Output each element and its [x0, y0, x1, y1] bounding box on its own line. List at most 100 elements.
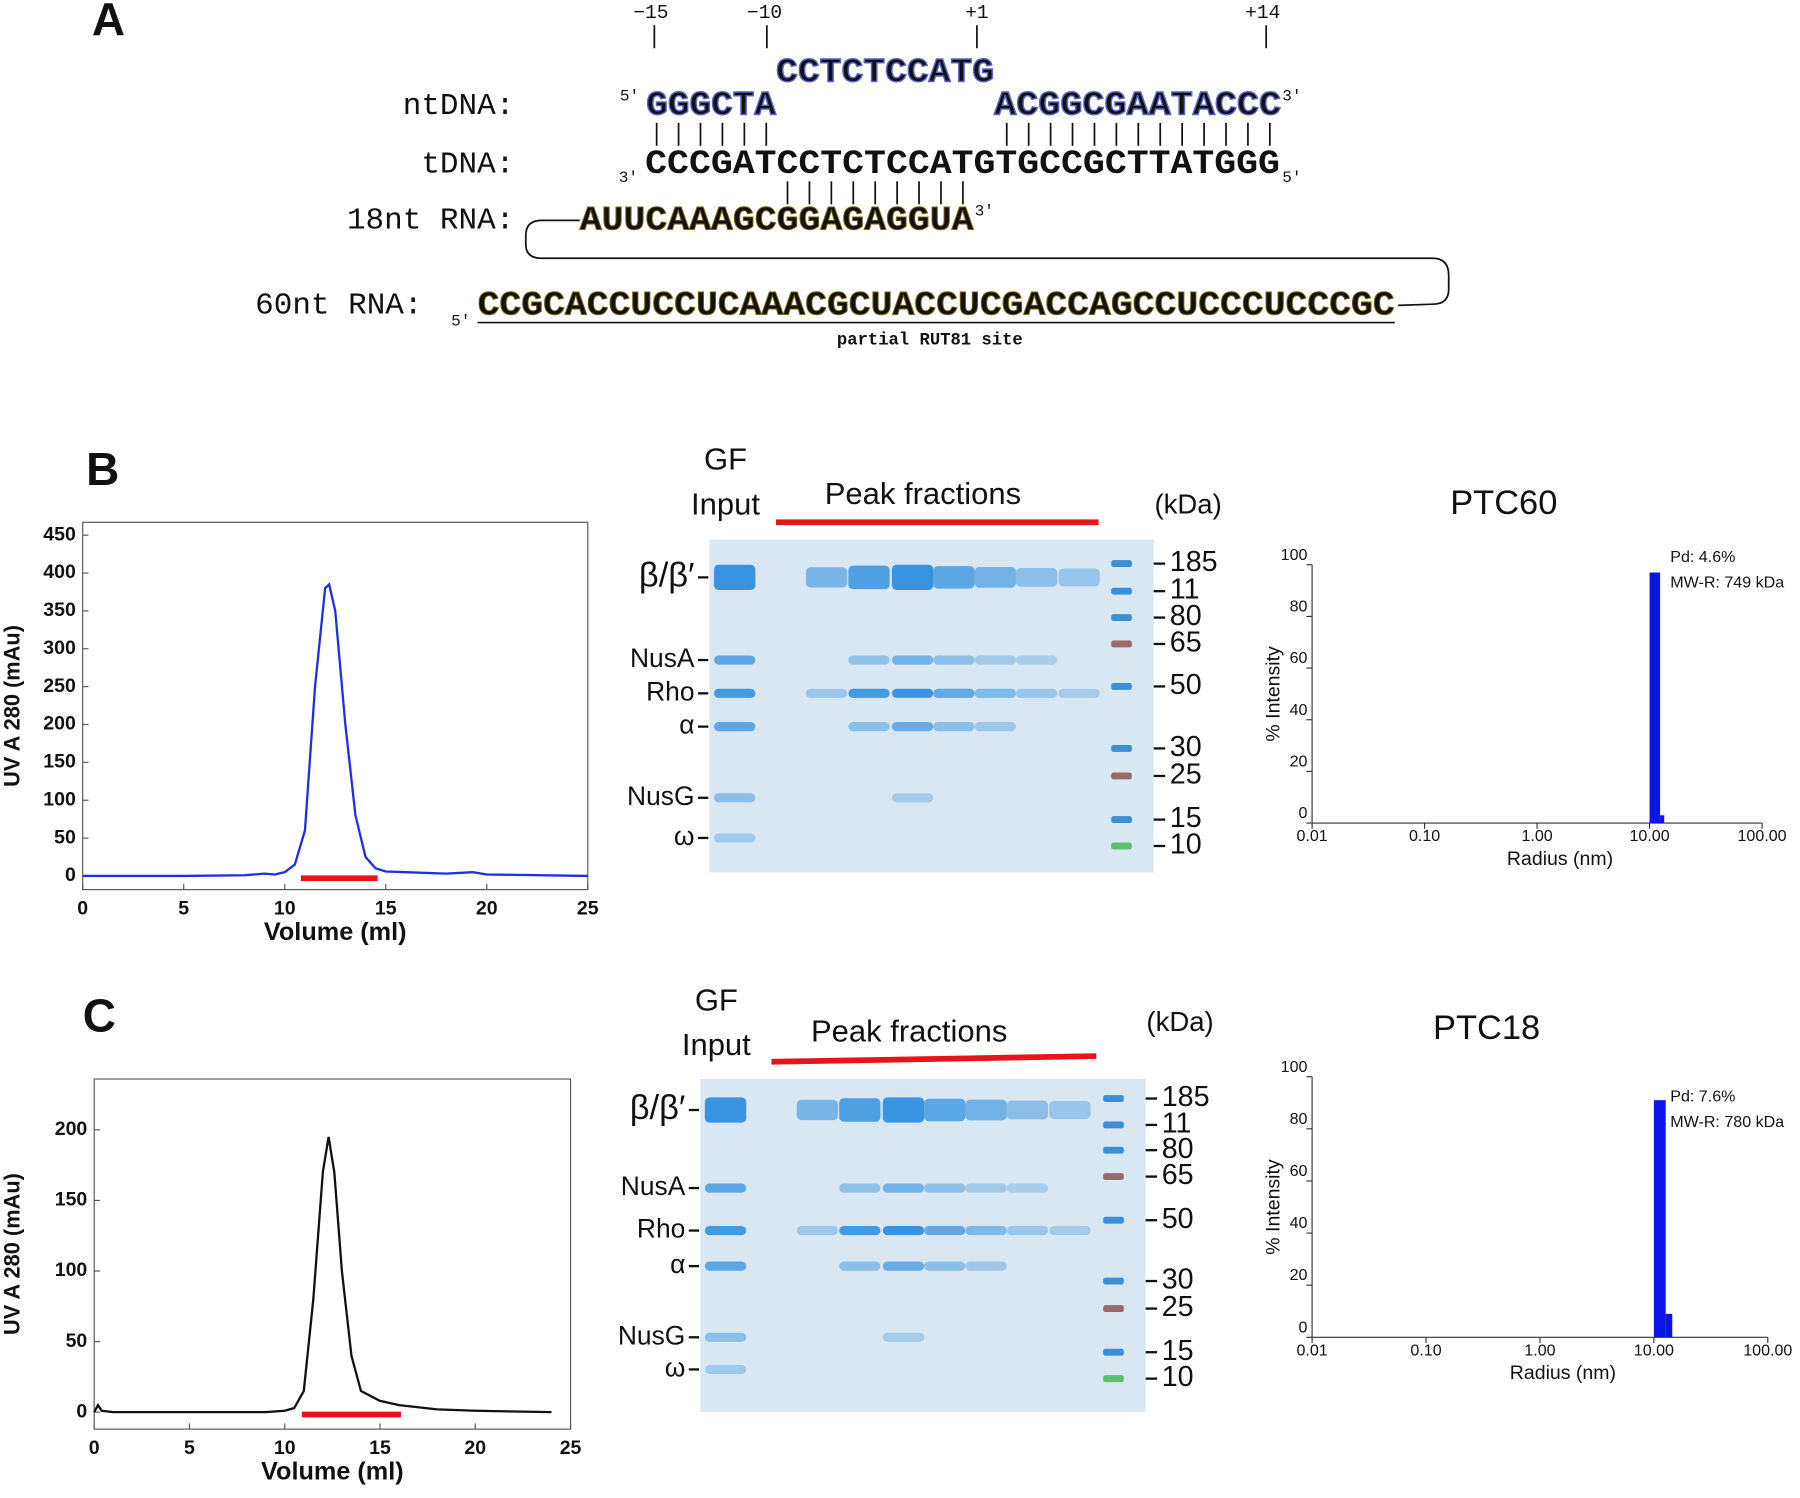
gel-band [704, 1183, 747, 1193]
marker-label: 15 [1170, 802, 1202, 834]
gel-band [891, 793, 934, 803]
prime-label: 3′ [975, 202, 994, 220]
bar [1665, 1313, 1673, 1338]
panel-label: B [86, 443, 119, 495]
gel-band [891, 655, 934, 665]
y-tick-label: 40 [1290, 701, 1308, 719]
y-tick-label: 0 [1299, 804, 1308, 822]
unit-label: (kDa) [1154, 489, 1221, 520]
annotation: MW-R: 749 kDa [1670, 573, 1784, 591]
position-label: +1 [965, 2, 988, 24]
annotation: MW-R: 780 kDa [1670, 1113, 1784, 1131]
y-tick-label: 50 [54, 826, 76, 848]
y-tick-label: 0 [65, 864, 76, 886]
x-tick-label: 10.00 [1629, 827, 1669, 845]
gel-band [1006, 1225, 1049, 1236]
gel-band [882, 1261, 925, 1271]
annotation: Pd: 4.6% [1670, 548, 1735, 566]
protein-label: Rho [637, 1214, 685, 1244]
marker-label: 80 [1170, 600, 1202, 632]
gel-band [891, 564, 934, 591]
gel-band [924, 1183, 966, 1193]
gel-band [714, 833, 756, 843]
gel-band [924, 1225, 966, 1236]
nt-seq: GGGCTA [646, 87, 776, 126]
x-tick-label: 5 [178, 897, 189, 919]
nt-seq: ACGGCGAATACCC [994, 87, 1281, 126]
gel-band [1058, 568, 1100, 587]
gel-band [704, 1332, 747, 1342]
y-tick-label: 400 [43, 561, 76, 583]
gel-band [714, 564, 756, 591]
gel-band [1015, 688, 1058, 698]
y-tick-label: 200 [55, 1118, 88, 1140]
x-tick-label: 15 [369, 1437, 391, 1459]
trace [82, 582, 588, 878]
y-tick-label: 0 [76, 1400, 87, 1422]
unit-label: (kDa) [1146, 1006, 1213, 1037]
marker-band [1103, 1305, 1124, 1313]
gel-band [839, 1261, 881, 1271]
protein-label: NusA [630, 643, 695, 673]
y-axis-label: % Intensity [1262, 1159, 1284, 1255]
marker-label: 50 [1162, 1203, 1194, 1235]
fractions-bar [771, 1053, 1097, 1065]
prime-label: 3′ [619, 169, 638, 187]
x-tick-label: 0.10 [1409, 827, 1440, 845]
marker-label: 30 [1162, 1264, 1194, 1296]
y-tick-label: 150 [43, 751, 76, 773]
marker-label: 65 [1170, 627, 1202, 659]
position-markers [653, 25, 1268, 49]
marker-band [1111, 640, 1132, 648]
marker-label: 65 [1162, 1159, 1194, 1191]
x-axis-label: Radius (nm) [1510, 1362, 1616, 1384]
y-tick-label: 300 [43, 637, 76, 659]
gel-band [848, 655, 890, 665]
x-tick-label: 1.00 [1521, 827, 1552, 845]
marker-label: 11 [1170, 574, 1200, 606]
lane-label: GF [695, 982, 738, 1017]
bar [1660, 815, 1665, 824]
gel-band [882, 1183, 925, 1193]
gel-band [1015, 567, 1058, 587]
y-axis-label: % Intensity [1262, 646, 1284, 742]
position-label: +14 [1245, 2, 1280, 24]
gel-band [924, 1098, 966, 1122]
y-tick-label: 50 [66, 1330, 88, 1352]
annotation: Pd: 7.6% [1670, 1088, 1735, 1106]
rna18-seq: AUUCAAAGCGGAGAGGUA [580, 201, 974, 240]
gel-band [965, 1225, 1007, 1236]
x-tick-label: 1.00 [1524, 1341, 1555, 1359]
row-label: 18nt RNA: [347, 204, 514, 239]
x-tick-label: 100.00 [1743, 1341, 1792, 1359]
y-tick-label: 20 [1290, 752, 1308, 770]
marker-band [1111, 614, 1132, 622]
gel-band [805, 567, 848, 588]
plot-frame [93, 1078, 572, 1430]
gel-band [839, 1225, 881, 1236]
gel-band [882, 1097, 925, 1123]
trace [93, 1136, 552, 1414]
position-label: −15 [633, 2, 668, 24]
gel-band [848, 688, 890, 698]
marker-label: 80 [1162, 1133, 1194, 1165]
gel-band [848, 722, 890, 732]
x-tick-label: 15 [375, 897, 397, 919]
protein-label: α [670, 1249, 685, 1279]
gel-band [974, 567, 1016, 588]
protein-label: α [679, 710, 694, 740]
x-tick-label: 0.10 [1410, 1341, 1441, 1359]
marker-label: 25 [1170, 759, 1202, 791]
gel-band [933, 688, 975, 698]
y-tick-label: 100 [1281, 546, 1308, 564]
x-tick-label: 0.01 [1296, 827, 1327, 845]
marker-band [1111, 842, 1132, 850]
y-tick-label: 80 [1290, 1110, 1308, 1128]
gel-band [924, 1261, 966, 1271]
x-axis-label: Radius (nm) [1507, 848, 1613, 870]
gel-band [704, 1364, 747, 1375]
y-tick-label: 60 [1290, 649, 1308, 667]
gel-band [1049, 1101, 1091, 1119]
y-tick-label: 20 [1290, 1266, 1308, 1284]
protein-label: β/β′ [630, 1089, 686, 1127]
